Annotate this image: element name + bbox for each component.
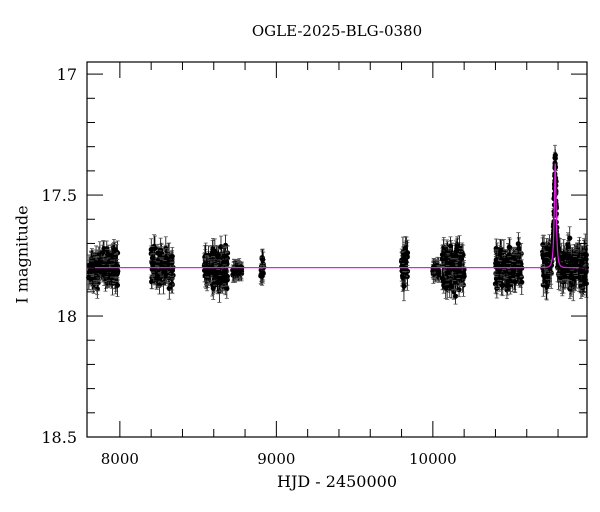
data-point	[221, 268, 228, 275]
data-point	[110, 251, 116, 258]
data-point	[109, 266, 115, 272]
data-point	[515, 272, 522, 278]
data-point	[439, 275, 446, 281]
data-point	[210, 266, 216, 272]
data-point	[457, 245, 463, 251]
y-tick-label: 18.5	[41, 428, 77, 447]
data-point	[577, 267, 583, 273]
x-tick-label: 10000	[409, 450, 457, 468]
data-point	[516, 245, 522, 251]
data-point	[203, 269, 209, 275]
x-axis-label: HJD - 2450000	[276, 472, 398, 491]
data-point	[154, 273, 161, 279]
data-point	[436, 272, 442, 278]
data-point	[543, 258, 549, 264]
data-point	[114, 271, 120, 277]
data-point	[399, 264, 405, 270]
data-point	[505, 253, 511, 259]
data-point	[496, 268, 502, 274]
data-point	[169, 253, 175, 259]
data-point	[431, 264, 437, 270]
data-point	[506, 278, 512, 284]
data-point	[443, 256, 449, 262]
data-point	[497, 251, 503, 258]
model-curve	[87, 163, 587, 269]
data-point	[439, 252, 446, 258]
data-point	[512, 279, 518, 285]
data-point	[583, 252, 589, 258]
data-point	[100, 249, 106, 255]
data-point	[209, 251, 215, 257]
data-point	[457, 261, 463, 267]
x-tick-label: 8000	[101, 450, 139, 468]
data-point	[224, 261, 230, 267]
data-point	[548, 262, 555, 268]
data-point	[150, 260, 156, 266]
data-point	[152, 245, 158, 251]
y-tick-label: 17	[57, 65, 77, 84]
data-point	[230, 271, 237, 277]
data-point	[258, 273, 264, 279]
x-tick-label: 9000	[257, 450, 295, 468]
plot-frame	[86, 61, 588, 438]
data-point	[222, 242, 229, 248]
data-point	[155, 250, 161, 256]
data-point	[569, 256, 575, 263]
data-point	[579, 260, 585, 266]
data-point	[510, 267, 517, 273]
data-point	[234, 267, 241, 273]
data-point	[445, 270, 451, 276]
data-point	[224, 286, 230, 292]
y-axis-label: I magnitude	[12, 205, 32, 304]
data-point	[493, 259, 499, 265]
data-point	[519, 279, 525, 285]
data-point	[212, 273, 218, 279]
data-point	[560, 255, 566, 261]
data-point	[403, 258, 409, 264]
data-point	[561, 251, 567, 257]
data-point	[404, 250, 411, 256]
y-tick-label: 17.5	[41, 186, 77, 205]
data-point	[581, 274, 587, 280]
data-point	[540, 241, 546, 248]
data-point	[210, 246, 216, 252]
data-point	[561, 267, 567, 273]
data-point	[451, 267, 457, 273]
data-point	[544, 245, 550, 251]
data-point	[162, 272, 168, 278]
data-point	[401, 283, 407, 289]
data-point	[515, 241, 521, 247]
data-point	[102, 268, 108, 274]
data-point	[216, 255, 222, 261]
data-point	[218, 244, 224, 250]
data-point	[509, 254, 515, 260]
data-point	[540, 252, 546, 258]
y-tick-label: 18	[57, 307, 77, 326]
data-point	[567, 235, 573, 241]
data-point	[500, 282, 506, 289]
data-point	[506, 244, 512, 250]
data-point	[453, 248, 459, 255]
data-point	[215, 279, 221, 285]
data-point	[572, 262, 578, 268]
data-point	[400, 274, 406, 281]
data-point	[452, 293, 459, 299]
data-point	[169, 275, 175, 281]
data-point	[569, 275, 575, 281]
data-point	[164, 257, 170, 264]
data-point	[501, 259, 507, 266]
data-point	[224, 273, 230, 279]
data-point	[114, 282, 121, 288]
chart-title: OGLE-2025-BLG-0380	[251, 22, 423, 40]
data-point	[552, 155, 558, 161]
data-point	[113, 262, 119, 268]
data-point	[541, 272, 547, 279]
data-point	[97, 259, 103, 266]
data-point	[221, 253, 228, 259]
data-point	[260, 257, 266, 263]
